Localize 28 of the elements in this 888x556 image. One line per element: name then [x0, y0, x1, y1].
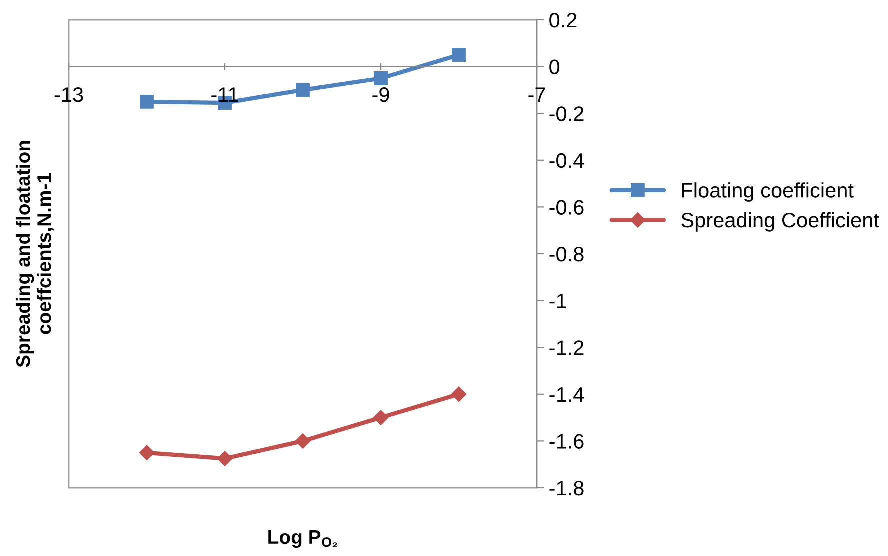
point: [374, 72, 388, 86]
y-tick-label: -1.6: [550, 434, 584, 449]
y-tick-label: -0.2: [550, 106, 584, 122]
y-tick-label: -1: [550, 294, 566, 308]
x-tick-label: -13: [54, 87, 84, 102]
x-tick-label: -11: [212, 88, 238, 102]
x-tick-label: -9: [372, 87, 390, 102]
point: [295, 434, 311, 449]
x-axis-title: Log P$_{O₂}$: [268, 530, 338, 548]
legend-label: Spreading Coefficient: [682, 212, 880, 232]
y-tick-label: -1.2: [550, 340, 584, 356]
point: [139, 445, 155, 460]
x-tick-label: -7: [528, 88, 546, 102]
point: [373, 410, 389, 426]
legend-label: Floating coefficient: [682, 182, 854, 202]
y-tick-label: -0.8: [550, 247, 584, 262]
point: [452, 48, 466, 62]
y-tick-label: -1.4: [550, 388, 584, 402]
y-axis-title: Spreading and floatation coeffcients,N.m-1: [16, 141, 54, 368]
point: [140, 94, 154, 109]
y-tick-label: 0: [550, 60, 560, 75]
y-tick-label: -0.6: [550, 200, 584, 215]
y-tick-label: -1.8: [550, 481, 584, 496]
y-tick-label: 0.2: [550, 13, 577, 28]
y-tick-label: -0.4: [550, 153, 584, 168]
point: [451, 386, 467, 402]
point: [217, 451, 233, 466]
point: [296, 83, 310, 98]
